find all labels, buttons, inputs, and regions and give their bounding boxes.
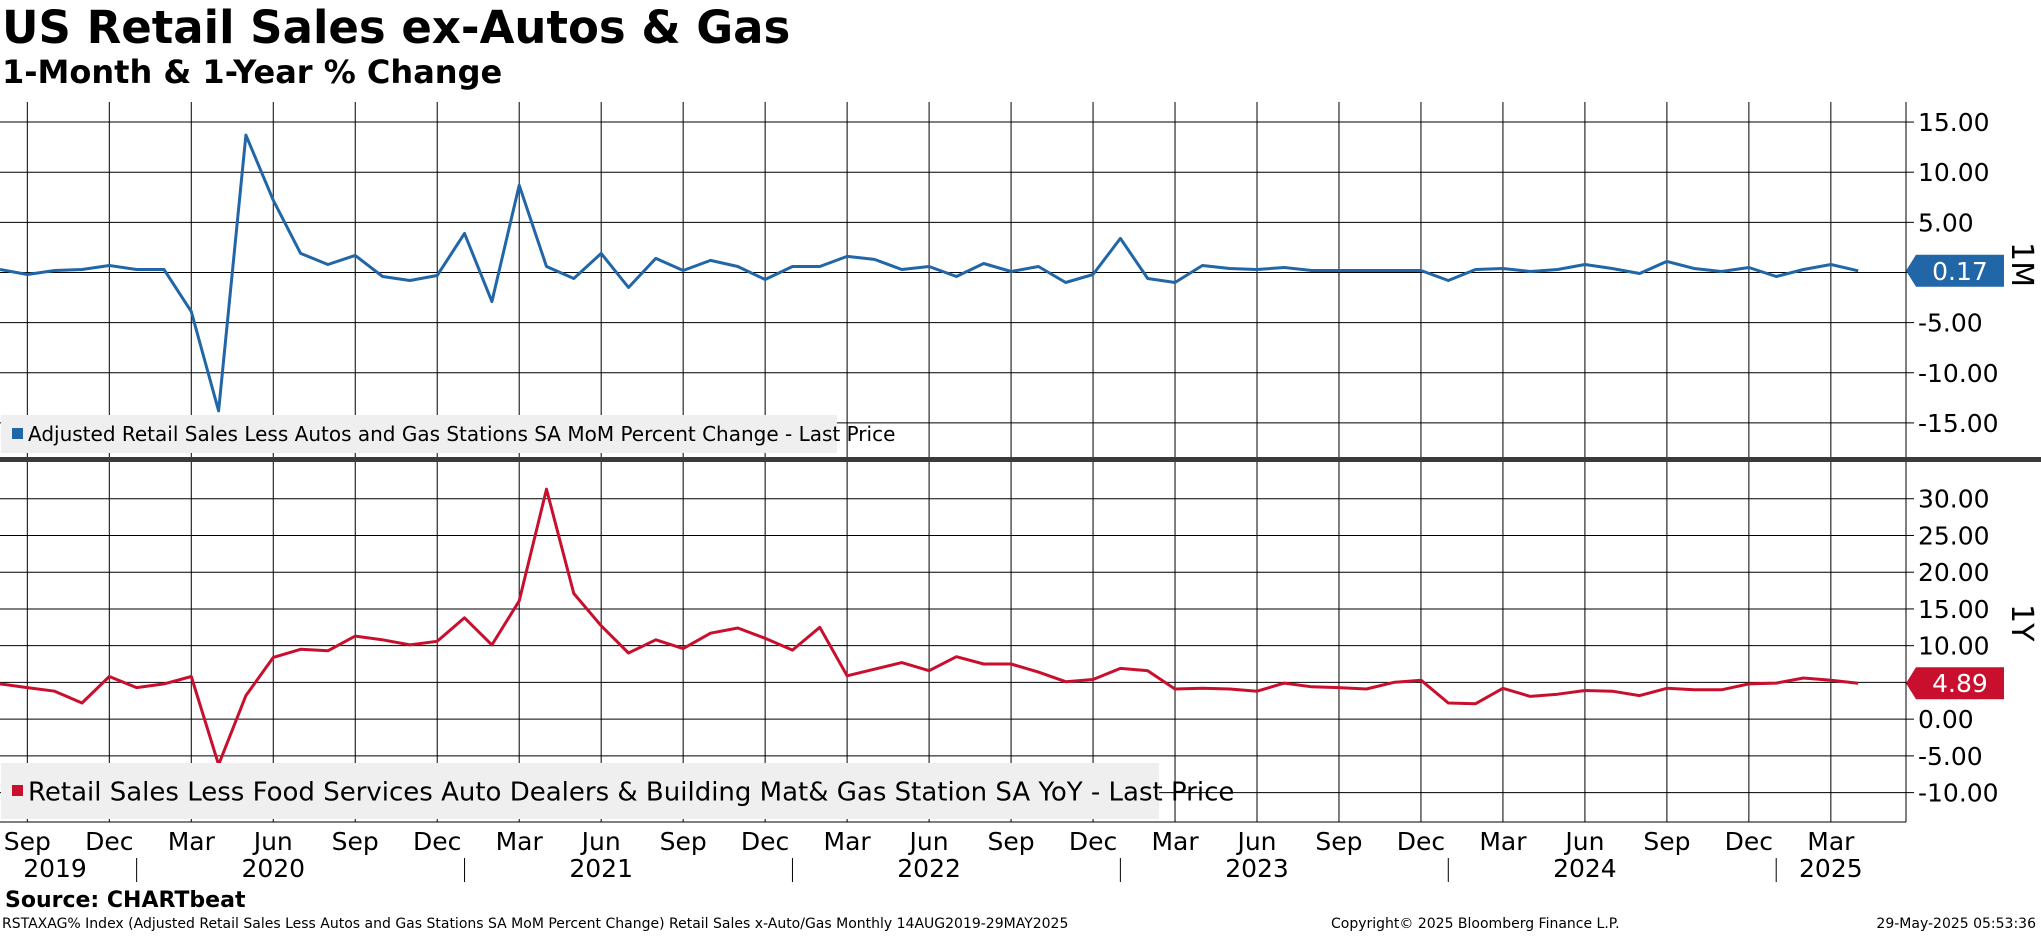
x-tick-label-month: Jun (1563, 827, 1604, 856)
panel-label-1M: 1M (2004, 242, 2039, 287)
y-tick-label: 5.00 (1918, 208, 1974, 237)
x-tick-label-year: 2022 (897, 854, 961, 883)
x-tick-label-month: Dec (741, 827, 789, 856)
x-tick-label-month: Sep (660, 827, 707, 856)
x-tick-label-month: Mar (824, 827, 872, 856)
series-line-1M (0, 133, 1859, 413)
chart-title: US Retail Sales ex-Autos & Gas (2, 1, 791, 54)
x-tick-label-year: 2021 (569, 854, 633, 883)
timestamp: 29-May-2025 05:53:36 (1876, 916, 2036, 932)
source-note: Source: CHARTbeat (5, 888, 246, 913)
x-tick-label-year: 2023 (1225, 854, 1289, 883)
y-tick-label: -5.00 (1918, 742, 1983, 771)
x-tick-label-month: Jun (252, 827, 293, 856)
series-description: RSTAXAG% Index (Adjusted Retail Sales Le… (2, 916, 1069, 932)
y-tick-label: -10.00 (1918, 779, 1999, 808)
copyright: Copyright© 2025 Bloomberg Finance L.P. (1331, 916, 1620, 932)
y-tick-label: 15.00 (1918, 108, 1990, 137)
x-tick-label-year: 2024 (1553, 854, 1617, 883)
x-tick-label-month: Jun (1235, 827, 1276, 856)
x-tick-label-month: Mar (496, 827, 544, 856)
last-value-tag (1906, 667, 2004, 700)
y-tick-label: 0.00 (1918, 705, 1974, 734)
legend-swatch (12, 785, 23, 796)
x-tick-label-month: Dec (1397, 827, 1445, 856)
panel-label-1Y: 1Y (2004, 604, 2039, 642)
panel-separator (0, 457, 2041, 462)
x-tick-label-year: 2019 (23, 854, 87, 883)
x-tick-label-month: Mar (1479, 827, 1527, 856)
x-tick-label-month: Mar (1807, 827, 1855, 856)
y-tick-label: 10.00 (1918, 158, 1990, 187)
x-tick-label-year: 2025 (1799, 854, 1863, 883)
x-tick-label-month: Dec (413, 827, 461, 856)
last-value-label: 0.17 (1932, 257, 1988, 286)
legend-text: Retail Sales Less Food Services Auto Dea… (28, 777, 1234, 807)
y-tick-label: 10.00 (1918, 632, 1990, 661)
legend-swatch (12, 428, 23, 439)
last-value-tag (1906, 254, 2004, 287)
x-tick-label-month: Sep (332, 827, 379, 856)
x-tick-label-year: 2020 (241, 854, 305, 883)
y-tick-label: 30.00 (1918, 485, 1990, 514)
last-value-label: 4.89 (1932, 669, 1988, 698)
x-tick-label-month: Sep (1643, 827, 1690, 856)
y-tick-label: -15.00 (1918, 409, 1999, 438)
y-tick-label: 25.00 (1918, 521, 1990, 550)
x-tick-label-month: Mar (1151, 827, 1199, 856)
y-tick-label: 15.00 (1918, 595, 1990, 624)
chart-subtitle: 1-Month & 1-Year % Change (2, 53, 503, 91)
x-tick-label-month: Sep (988, 827, 1035, 856)
legend-box (1, 415, 837, 453)
legend-box (1, 763, 1159, 819)
x-tick-label-month: Dec (1725, 827, 1773, 856)
y-tick-label: -10.00 (1918, 359, 1999, 388)
x-tick-label-month: Jun (908, 827, 949, 856)
x-tick-label-month: Mar (168, 827, 216, 856)
legend-text: Adjusted Retail Sales Less Autos and Gas… (28, 422, 895, 446)
x-tick-label-month: Dec (1069, 827, 1117, 856)
x-tick-label-month: Sep (4, 827, 51, 856)
x-tick-label-month: Sep (1315, 827, 1362, 856)
x-tick-label-month: Jun (580, 827, 621, 856)
series-line-1Y (0, 487, 1859, 767)
y-tick-label: -5.00 (1918, 309, 1983, 338)
y-tick-label: 20.00 (1918, 558, 1990, 587)
x-tick-label-month: Dec (85, 827, 133, 856)
